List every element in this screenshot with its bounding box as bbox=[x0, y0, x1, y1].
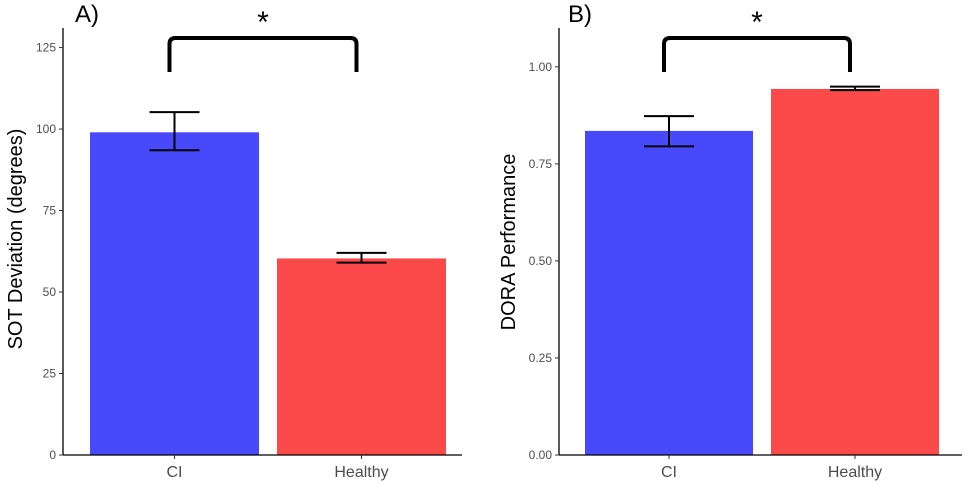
y-axis-title: SOT Deviation (degrees) bbox=[5, 129, 27, 350]
bar-ci bbox=[90, 132, 259, 455]
y-tick-label: 0 bbox=[49, 448, 56, 462]
panel-label: A) bbox=[75, 1, 99, 28]
x-tick-label: CI bbox=[661, 464, 677, 481]
bar-healthy bbox=[771, 88, 939, 455]
y-tick-label: 50 bbox=[43, 285, 57, 299]
x-tick-label: CI bbox=[167, 464, 183, 481]
y-tick-label: 125 bbox=[36, 41, 56, 55]
y-tick-label: 0.75 bbox=[529, 157, 553, 171]
y-tick-label: 25 bbox=[43, 367, 57, 381]
significance-bracket bbox=[167, 36, 359, 72]
significance-bracket bbox=[662, 36, 852, 72]
y-tick-label: 75 bbox=[43, 204, 57, 218]
significance-star: * bbox=[257, 6, 269, 39]
y-axis-title: DORA Performance bbox=[498, 154, 520, 331]
significance-star: * bbox=[751, 6, 763, 39]
y-tick-label: 1.00 bbox=[529, 60, 553, 74]
panel-a: A) SOT Deviation (degrees) 0 25 50 75 100 125… bbox=[5, 1, 462, 481]
y-tick-label: 100 bbox=[36, 122, 56, 136]
bar-ci bbox=[585, 130, 753, 456]
y-tick-label: 0.25 bbox=[529, 351, 553, 365]
x-tick-label: Healthy bbox=[334, 464, 388, 481]
y-tick-label: 0.00 bbox=[529, 448, 553, 462]
panel-b: B) DORA Performance 0.00 0.25 0.50 0.75 1.00… bbox=[498, 1, 962, 481]
panel-label: B) bbox=[568, 1, 592, 28]
bar-healthy bbox=[277, 258, 446, 455]
x-tick-label: Healthy bbox=[828, 464, 882, 481]
y-tick-label: 0.50 bbox=[529, 254, 553, 268]
